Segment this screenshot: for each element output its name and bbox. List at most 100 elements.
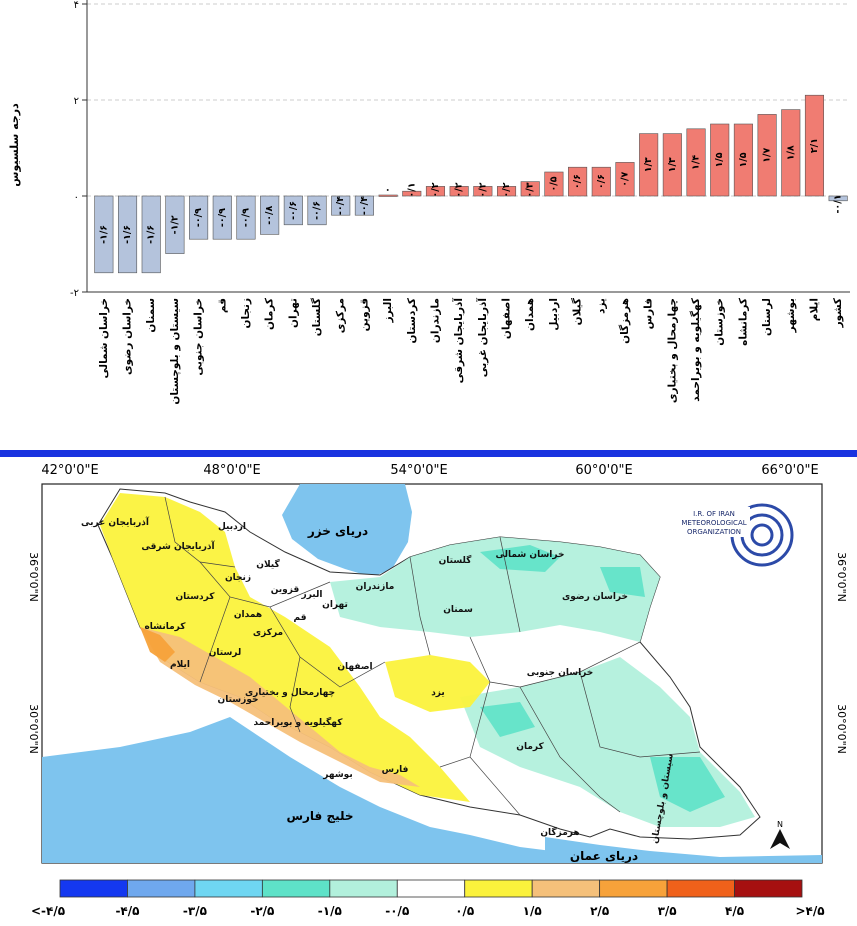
bar xyxy=(425,186,446,197)
legend-swatch xyxy=(396,879,466,898)
x-tick-label: کردستان xyxy=(406,297,418,343)
caspian-label: دریای خزر xyxy=(307,524,368,538)
province-label: اصفهان xyxy=(337,662,372,672)
province-label: خراسان جنوبی xyxy=(527,668,594,678)
zone-cool-northeast xyxy=(330,537,660,642)
province-label: آذربایجان غربی xyxy=(81,516,150,528)
lat-label-36-left: 36°0'0"N xyxy=(27,552,40,602)
province-label: مرکزی xyxy=(253,628,283,638)
x-tick-label: سمنان xyxy=(145,298,157,333)
logo-line-3: ORGANIZATION xyxy=(687,528,741,536)
province-label: یزد xyxy=(431,688,445,698)
bar xyxy=(378,194,398,197)
zone-hottest-ilam xyxy=(140,627,175,662)
bar-value-label: -۰/۹ xyxy=(217,208,228,227)
bar-value-label: -۰/۴ xyxy=(359,196,370,215)
logo-line-1: I.R. OF IRAN xyxy=(693,510,735,518)
bar-value-label: ۰/۲ xyxy=(477,182,488,197)
zone-warm-west xyxy=(100,493,470,802)
bar xyxy=(117,195,138,274)
zone-hot-southwest xyxy=(140,627,420,787)
bar xyxy=(449,186,469,197)
anomaly-map: 42°0'0"E 48°0'0"E 54°0'0"E 60°0'0"E 66°0… xyxy=(27,463,848,918)
province-label: ایلام xyxy=(170,660,190,670)
legend-label: <-۴/۵ xyxy=(31,904,65,918)
x-tick-label: کهگیلویه و بویراحمد xyxy=(689,297,702,402)
x-tick-label: اردبیل xyxy=(548,298,560,331)
bar-value-label: ۰ xyxy=(383,187,394,193)
zone-cooler-patches xyxy=(480,545,725,812)
lat-label-30-left: 30°0'0"N xyxy=(27,704,40,754)
section-divider xyxy=(0,450,857,457)
province-label: تهران xyxy=(322,600,348,610)
x-tick-label: کشور xyxy=(832,297,844,328)
legend-label: ۴/۵ xyxy=(725,904,744,918)
legend-swatch xyxy=(531,879,601,898)
persian-gulf xyxy=(42,717,640,863)
lon-label-48: 48°0'0"E xyxy=(203,463,260,478)
province-label: کرمانشاه xyxy=(144,622,186,632)
bar-value-label: ۱/۵ xyxy=(738,152,749,167)
lat-label-30-right: 30°0'0"N xyxy=(835,704,848,754)
bar-value-label: ۱/۳ xyxy=(643,157,654,172)
province-label: گیلان xyxy=(256,558,280,570)
bar xyxy=(781,109,801,197)
legend-label: -۴/۵ xyxy=(115,904,139,918)
x-tick-label: خراسان رضوی xyxy=(122,298,134,375)
province-borders xyxy=(164,496,701,816)
bar xyxy=(496,186,517,197)
province-label: مازندران xyxy=(356,582,395,592)
bar-value-label: ۰/۶ xyxy=(596,174,607,189)
x-tick-label: آذربایجان غربی xyxy=(476,298,489,378)
bar xyxy=(236,195,256,240)
bars: -۱/۶ -۱/۶ -۱/۶ -۱/۲ -۰/۹ -۰/۹ -۰/۹ -۰/۸ -۰/۶ -۰/۶… xyxy=(94,94,848,274)
y-tick-label: ۰ xyxy=(74,192,79,203)
bar xyxy=(402,190,422,197)
legend-label: -۲/۵ xyxy=(250,904,274,918)
x-tick-label: هرمزگان xyxy=(618,298,631,344)
province-label: گلستان xyxy=(439,554,473,566)
province-label: زنجان xyxy=(225,573,251,583)
bar xyxy=(260,195,280,235)
x-tick-label: البرز xyxy=(382,298,394,323)
bar xyxy=(212,195,232,240)
province-label: فارس xyxy=(382,765,409,775)
province-label: سمنان xyxy=(443,605,473,615)
x-tick-label: مرکزی xyxy=(335,298,347,333)
bar-value-label: ۰/۲ xyxy=(501,182,512,197)
lon-label-60: 60°0'0"E xyxy=(575,463,632,478)
legend-swatch xyxy=(59,879,128,898)
x-tick-label: قزوین xyxy=(358,298,370,331)
bar-value-label: -۰/۹ xyxy=(240,208,251,227)
bar-value-label: -۱/۶ xyxy=(146,225,157,244)
province-label: بوشهر xyxy=(322,770,352,780)
y-axis-label: درجه سلسیوس xyxy=(8,103,21,187)
legend-color-bar xyxy=(59,879,803,898)
x-tick-label: کرمان xyxy=(264,297,276,330)
province-label: اردبیل xyxy=(218,522,246,532)
x-tick-labels: خراسان شمالی خراسان رضوی سمنان سیستان و بلو… xyxy=(98,297,844,404)
bar xyxy=(331,195,351,216)
bar-value-label: ۰/۲ xyxy=(454,182,465,197)
bar-value-label: -۰/۴ xyxy=(335,196,346,215)
bar xyxy=(520,181,540,197)
bar-value-label: ۱/۳ xyxy=(667,157,678,172)
bar-value-label: -۰/۶ xyxy=(288,201,299,220)
x-tick-label: گیلان xyxy=(571,297,584,325)
x-tick-label: تهران xyxy=(287,298,299,328)
logo-line-2: METEOROLOGICAL xyxy=(681,519,746,527)
met-organization-logo: I.R. OF IRAN METEOROLOGICAL ORGANIZATION xyxy=(680,503,794,567)
x-tick-label: قم xyxy=(216,298,228,313)
province-label: خوزستان xyxy=(218,695,259,705)
bar-value-label: -۱/۲ xyxy=(169,215,180,234)
province-label: لرستان xyxy=(209,648,242,658)
province-label: کرمان xyxy=(516,742,544,752)
province-label: قزوین xyxy=(271,585,300,595)
province-label: آذربایجان شرقی xyxy=(141,540,215,552)
y-tick-label: ۲ xyxy=(74,96,79,107)
bar xyxy=(686,128,706,197)
province-label: خراسان شمالی xyxy=(496,550,565,560)
bar xyxy=(141,195,161,274)
bar xyxy=(189,195,209,240)
north-arrow-icon: N xyxy=(770,820,790,849)
